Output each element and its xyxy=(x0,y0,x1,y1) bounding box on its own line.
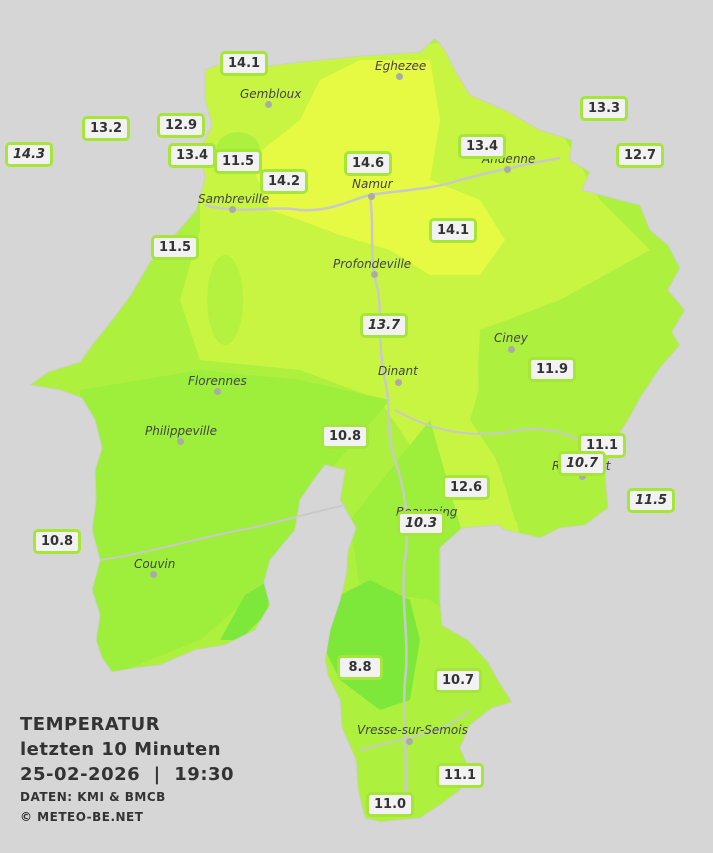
station-temperature-badge[interactable]: 13.2 xyxy=(82,116,131,141)
town-label: Profondeville xyxy=(333,257,412,271)
station-temperature-badge[interactable]: 12.6 xyxy=(442,475,491,500)
station-temperature-badge[interactable]: 10.8 xyxy=(33,529,82,554)
datetime-label: 25-02-2026 | 19:30 xyxy=(20,764,235,785)
town-marker xyxy=(177,438,184,445)
station-temperature-badge[interactable]: 11.9 xyxy=(528,357,577,382)
town-label: Florennes xyxy=(188,374,247,388)
town-label: Sambreville xyxy=(198,192,270,206)
station-temperature-badge[interactable]: 14.6 xyxy=(344,151,393,176)
town-marker xyxy=(214,388,221,395)
town-label: Namur xyxy=(352,177,393,191)
town-label: Gembloux xyxy=(240,87,302,101)
town-marker xyxy=(265,101,272,108)
town-marker xyxy=(504,166,511,173)
town-marker xyxy=(229,206,236,213)
town-marker xyxy=(368,193,375,200)
period-label: letzten 10 Minuten xyxy=(20,739,222,760)
station-temperature-badge[interactable]: 12.9 xyxy=(157,113,206,138)
station-temperature-badge[interactable]: 14.3 xyxy=(5,142,54,167)
station-temperature-badge[interactable]: 11.5 xyxy=(214,149,263,174)
station-temperature-badge[interactable]: 8.8 xyxy=(337,655,383,680)
station-temperature-badge[interactable]: 14.1 xyxy=(429,218,478,243)
town-label: Vresse-sur-Semois xyxy=(357,723,468,737)
copyright-label: © METEO-BE.NET xyxy=(20,810,144,824)
town-marker xyxy=(371,271,378,278)
station-temperature-badge[interactable]: 14.1 xyxy=(220,51,269,76)
town-label: Eghezee xyxy=(375,59,427,73)
town-label: Dinant xyxy=(378,364,418,378)
station-temperature-badge[interactable]: 11.5 xyxy=(151,235,200,260)
station-temperature-badge[interactable]: 14.2 xyxy=(260,169,309,194)
town-marker xyxy=(508,346,515,353)
map-legend: TEMPERATUR letzten 10 Minuten 25-02-2026… xyxy=(20,712,234,827)
station-temperature-badge[interactable]: 10.7 xyxy=(434,668,483,693)
town-marker xyxy=(150,571,157,578)
station-temperature-badge[interactable]: 11.5 xyxy=(627,488,676,513)
town-marker xyxy=(396,73,403,80)
station-temperature-badge[interactable]: 13.3 xyxy=(580,96,629,121)
station-temperature-badge[interactable]: 10.3 xyxy=(397,511,446,536)
town-marker xyxy=(406,738,413,745)
station-temperature-badge[interactable]: 13.4 xyxy=(168,143,217,168)
town-label: Couvin xyxy=(134,557,176,571)
station-temperature-badge[interactable]: 10.7 xyxy=(558,451,607,476)
station-temperature-badge[interactable]: 13.4 xyxy=(458,134,507,159)
town-marker xyxy=(579,473,586,480)
station-temperature-badge[interactable]: 10.8 xyxy=(321,424,370,449)
source-label: DATEN: KMI & BMCB xyxy=(20,790,166,804)
map-title: TEMPERATUR xyxy=(20,714,161,735)
town-label: Philippeville xyxy=(145,424,217,438)
town-marker xyxy=(395,379,402,386)
station-temperature-badge[interactable]: 11.1 xyxy=(436,763,485,788)
town-label: Ciney xyxy=(494,331,528,345)
station-temperature-badge[interactable]: 13.7 xyxy=(360,313,409,338)
station-temperature-badge[interactable]: 11.0 xyxy=(366,792,415,817)
station-temperature-badge[interactable]: 12.7 xyxy=(616,143,665,168)
